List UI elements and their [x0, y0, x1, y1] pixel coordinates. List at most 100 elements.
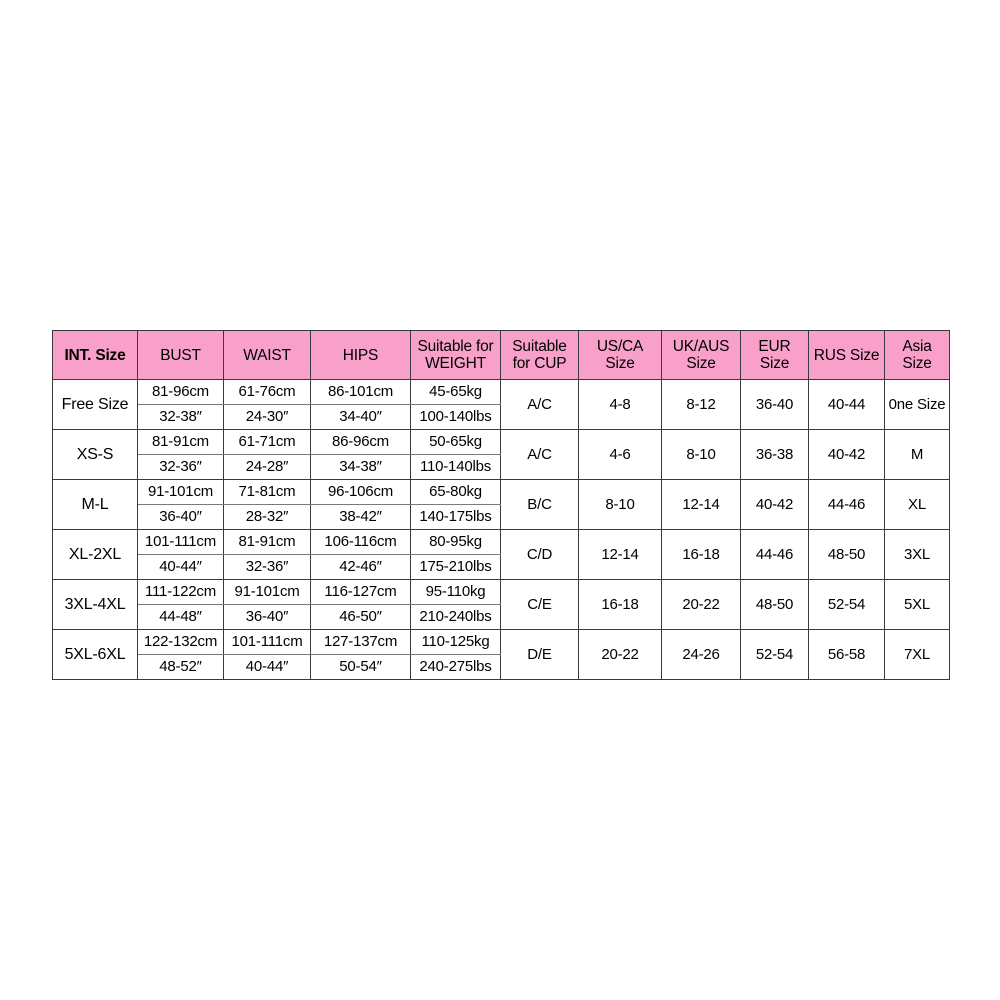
header-line: INT. Size [64, 346, 126, 364]
table-row: 3XL-4XL 111-122cm 91-101cm 116-127cm 95-110k… [52, 579, 950, 630]
cell-eur: 48-50 [740, 579, 809, 630]
cell-bust-cm: 81-96cm [137, 379, 224, 405]
cell-eur: 44-46 [740, 529, 809, 580]
header-line: Size [686, 355, 716, 372]
table-row: Free Size 81-96cm 61-76cm 86-101cm 45-65kg A/… [52, 379, 950, 430]
cell-bust-in: 32-36″ [137, 454, 224, 480]
cell-waist-in: 36-40″ [223, 604, 311, 630]
header-line: Size [605, 355, 635, 372]
cell-hips-in: 34-38″ [310, 454, 411, 480]
cell-bust-cm: 122-132cm [137, 629, 224, 655]
cell-weight-lbs: 100-140lbs [410, 404, 501, 430]
cell-eur: 40-42 [740, 479, 809, 530]
cell-hips-cm: 96-106cm [310, 479, 411, 505]
cell-bust-cm: 81-91cm [137, 429, 224, 455]
cell-rus: 48-50 [808, 529, 885, 580]
header-row: INT. Size BUST WAIST HIPS Suitable for W… [52, 330, 950, 380]
cell-cup: C/E [500, 579, 579, 630]
cell-uk-aus: 20-22 [661, 579, 741, 630]
cell-bust-in: 48-52″ [137, 654, 224, 680]
column-header-waist: WAIST [223, 330, 311, 380]
cell-uk-aus: 8-10 [661, 429, 741, 480]
header-line: EUR [758, 338, 791, 355]
cell-weight-kg: 65-80kg [410, 479, 501, 505]
cell-hips-cm: 127-137cm [310, 629, 411, 655]
cell-waist-cm: 61-76cm [223, 379, 311, 405]
cell-us-ca: 8-10 [578, 479, 662, 530]
table-row: 32-36″ 24-28″ 34-38″ 110-140lbs [53, 454, 950, 480]
cell-bust-in: 40-44″ [137, 554, 224, 580]
table-row: XL-2XL 101-111cm 81-91cm 106-116cm 80-95kg C/… [52, 529, 950, 580]
cell-int-size: Free Size [52, 379, 138, 430]
cell-eur: 36-40 [740, 379, 809, 430]
cell-bust-in: 36-40″ [137, 504, 224, 530]
cell-rus: 40-44 [808, 379, 885, 430]
table-row: 36-40″ 28-32″ 38-42″ 140-175lbs [53, 504, 950, 530]
table-row: 48-52″ 40-44″ 50-54″ 240-275lbs [53, 654, 950, 680]
cell-hips-in: 46-50″ [310, 604, 411, 630]
cell-waist-cm: 71-81cm [223, 479, 311, 505]
header-line: Asia [902, 338, 932, 355]
cell-hips-in: 42-46″ [310, 554, 411, 580]
column-header-weight: Suitable for WEIGHT [410, 330, 501, 380]
cell-rus: 56-58 [808, 629, 885, 680]
cell-hips-in: 50-54″ [310, 654, 411, 680]
cell-waist-cm: 81-91cm [223, 529, 311, 555]
table-row: 32-38″ 24-30″ 34-40″ 100-140lbs [53, 404, 950, 430]
column-header-uk-aus: UK/AUS Size [661, 330, 741, 380]
cell-asia: 0ne Size [884, 379, 950, 430]
cell-asia: XL [884, 479, 950, 530]
cell-asia: 3XL [884, 529, 950, 580]
cell-waist-in: 28-32″ [223, 504, 311, 530]
cell-cup: B/C [500, 479, 579, 530]
table-header: INT. Size BUST WAIST HIPS Suitable for W… [52, 330, 950, 380]
cell-eur: 36-38 [740, 429, 809, 480]
cell-asia: 5XL [884, 579, 950, 630]
cell-waist-cm: 61-71cm [223, 429, 311, 455]
cell-us-ca: 4-8 [578, 379, 662, 430]
header-line: HIPS [342, 346, 379, 364]
cell-weight-kg: 45-65kg [410, 379, 501, 405]
cell-uk-aus: 8-12 [661, 379, 741, 430]
cell-hips-in: 34-40″ [310, 404, 411, 430]
header-line: Size [902, 355, 932, 372]
header-line: Size [759, 355, 790, 372]
header-line: UK/AUS [672, 338, 730, 355]
cell-bust-in: 32-38″ [137, 404, 224, 430]
table-row: 44-48″ 36-40″ 46-50″ 210-240lbs [53, 604, 950, 630]
cell-weight-lbs: 210-240lbs [410, 604, 501, 630]
cell-weight-kg: 95-110kg [410, 579, 501, 605]
table-row: 40-44″ 32-36″ 42-46″ 175-210lbs [53, 554, 950, 580]
cell-cup: A/C [500, 379, 579, 430]
column-header-hips: HIPS [310, 330, 411, 380]
cell-weight-lbs: 175-210lbs [410, 554, 501, 580]
cell-cup: A/C [500, 429, 579, 480]
cell-bust-in: 44-48″ [137, 604, 224, 630]
cell-hips-cm: 106-116cm [310, 529, 411, 555]
cell-weight-kg: 50-65kg [410, 429, 501, 455]
header-line: WAIST [243, 346, 291, 364]
column-header-int-size: INT. Size [52, 330, 138, 380]
cell-asia: 7XL [884, 629, 950, 680]
cell-int-size: M-L [52, 479, 138, 530]
cell-cup: D/E [500, 629, 579, 680]
cell-weight-lbs: 240-275lbs [410, 654, 501, 680]
cell-int-size: 5XL-6XL [52, 629, 138, 680]
header-line: Suitable for [417, 338, 494, 355]
cell-us-ca: 4-6 [578, 429, 662, 480]
cell-bust-cm: 91-101cm [137, 479, 224, 505]
cell-weight-lbs: 110-140lbs [410, 454, 501, 480]
cell-weight-kg: 110-125kg [410, 629, 501, 655]
cell-rus: 44-46 [808, 479, 885, 530]
cell-us-ca: 12-14 [578, 529, 662, 580]
header-line: Suitable [512, 338, 567, 355]
cell-hips-in: 38-42″ [310, 504, 411, 530]
cell-uk-aus: 12-14 [661, 479, 741, 530]
header-line: for CUP [512, 355, 567, 372]
column-header-bust: BUST [137, 330, 224, 380]
column-header-us-ca: US/CA Size [578, 330, 662, 380]
table-row: XS-S 81-91cm 61-71cm 86-96cm 50-65kg A/C 4-6 8-… [52, 429, 950, 480]
header-line: WEIGHT [425, 355, 486, 372]
cell-bust-cm: 101-111cm [137, 529, 224, 555]
